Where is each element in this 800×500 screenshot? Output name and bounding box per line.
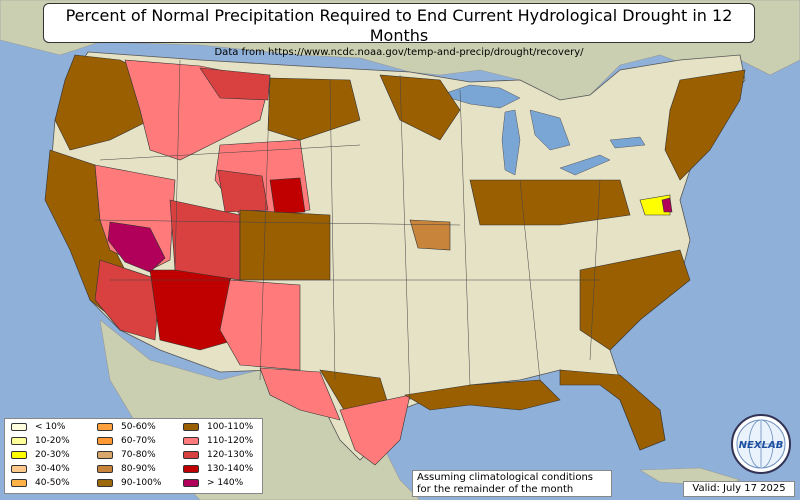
legend-swatch	[97, 479, 113, 487]
drought-regions	[44, 54, 746, 466]
legend-swatch	[183, 465, 199, 473]
legend-label: 70-80%	[121, 450, 156, 460]
region-colorado-kansas	[239, 209, 331, 281]
legend-label: 30-40%	[35, 464, 70, 474]
region-florida	[559, 369, 666, 451]
valid-date: Valid: July 17 2025	[683, 481, 795, 497]
map-title: Percent of Normal Precipitation Required…	[65, 6, 733, 45]
region-arizona	[149, 269, 236, 351]
legend-swatch	[97, 451, 113, 459]
legend-swatch	[11, 451, 27, 459]
note-line: Assuming climatological conditions	[417, 472, 593, 483]
globe-logo-icon: NEXLAB	[731, 414, 791, 474]
legend-label: 130-140%	[207, 464, 254, 474]
legend-label: 110-120%	[207, 436, 254, 446]
legend-label: 10-20%	[35, 436, 70, 446]
legend-label: 50-60%	[121, 422, 156, 432]
legend-swatch	[183, 451, 199, 459]
legend-label: 100-110%	[207, 422, 254, 432]
legend-label: 90-100%	[121, 478, 162, 488]
legend-swatch	[11, 423, 27, 431]
logo-text: NEXLAB	[739, 440, 784, 451]
legend-label: 40-50%	[35, 478, 70, 488]
legend-swatch	[97, 423, 113, 431]
legend-label: < 10%	[35, 422, 66, 432]
legend-label: 20-30%	[35, 450, 70, 460]
legend: < 10% 10-20% 20-30% 30-40% 40-50% 50-60%…	[4, 418, 263, 494]
region-south-texas	[339, 394, 411, 466]
region-north-montana	[199, 67, 271, 101]
legend-label: 80-90%	[121, 464, 156, 474]
legend-label: 60-70%	[121, 436, 156, 446]
legend-swatch	[11, 437, 27, 445]
legend-label: 120-130%	[207, 450, 254, 460]
lake-michigan	[501, 109, 521, 176]
assumption-note: Assuming climatological conditions for t…	[412, 470, 612, 497]
legend-swatch	[183, 437, 199, 445]
region-northeast	[664, 69, 746, 181]
note-line: for the remainder of the month	[417, 484, 574, 495]
legend-swatch	[97, 465, 113, 473]
map-subtitle: Data from https://www.ncdc.noaa.gov/temp…	[214, 47, 584, 58]
region-wyoming-core	[269, 177, 306, 215]
region-southeast	[579, 249, 691, 351]
legend-swatch	[183, 423, 199, 431]
region-wyoming-west	[217, 169, 269, 213]
lake-erie	[559, 154, 611, 176]
title-box: Percent of Normal Precipitation Required…	[43, 3, 755, 58]
state-borders	[94, 59, 601, 401]
region-upper-midwest	[379, 74, 461, 141]
region-gulf-coast	[404, 379, 561, 411]
region-maryland	[661, 197, 673, 213]
lake-huron	[529, 109, 571, 151]
legend-swatch	[11, 479, 27, 487]
legend-label: > 140%	[207, 478, 244, 488]
lake-ontario	[609, 136, 646, 149]
legend-swatch	[97, 437, 113, 445]
region-ohio-valley	[469, 179, 631, 226]
region-new-mexico	[219, 279, 301, 371]
legend-swatch	[183, 479, 199, 487]
legend-swatch	[11, 465, 27, 473]
region-missouri	[409, 219, 451, 251]
region-west-texas	[259, 367, 341, 421]
